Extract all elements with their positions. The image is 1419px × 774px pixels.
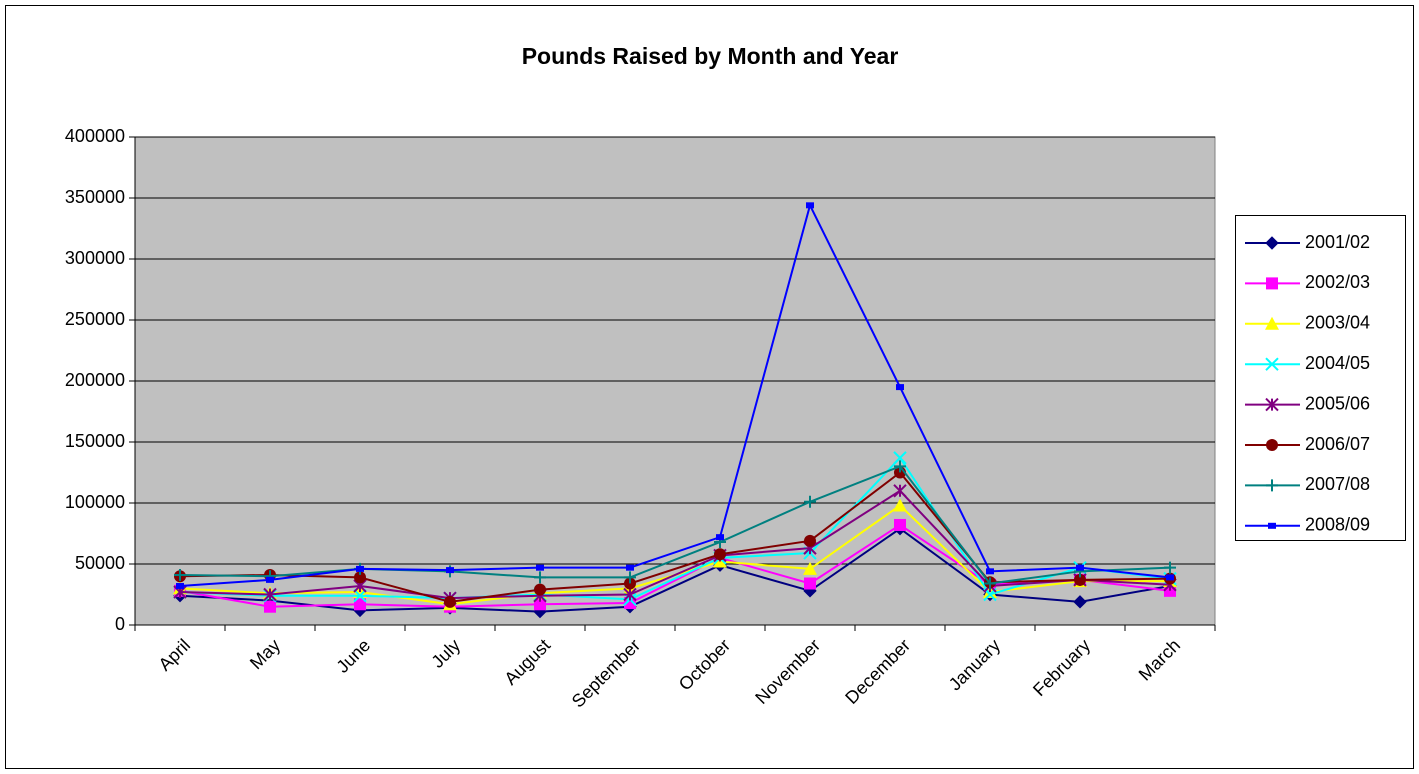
y-tick-label: 300000 xyxy=(65,248,125,268)
line xyxy=(179,202,1171,587)
marker xyxy=(446,567,454,574)
marker xyxy=(444,595,456,608)
y-tick-label: 0 xyxy=(115,614,125,634)
marker xyxy=(356,565,364,572)
legend-label: 2001/02 xyxy=(1305,232,1370,252)
marker xyxy=(534,598,546,611)
marker xyxy=(716,534,724,541)
line xyxy=(179,523,1171,608)
marker xyxy=(806,202,814,209)
line xyxy=(179,489,1171,600)
y-tick-label: 50000 xyxy=(75,553,125,573)
line xyxy=(179,527,1171,613)
legend-label: 2003/04 xyxy=(1305,313,1370,333)
chart-title: Pounds Raised by Month and Year xyxy=(522,43,899,69)
legend-label: 2005/06 xyxy=(1305,393,1370,413)
marker xyxy=(354,571,366,584)
marker xyxy=(1166,574,1174,581)
legend-marker xyxy=(1265,397,1279,412)
marker xyxy=(266,576,274,583)
marker xyxy=(1073,595,1087,609)
y-tick-label: 350000 xyxy=(65,187,125,207)
legend-label: 2008/09 xyxy=(1305,515,1370,535)
marker xyxy=(896,384,904,391)
marker xyxy=(804,577,816,590)
marker xyxy=(354,598,366,611)
marker xyxy=(623,587,637,602)
legend-label: 2006/07 xyxy=(1305,434,1370,454)
line xyxy=(179,456,1171,601)
marker xyxy=(804,495,816,508)
marker xyxy=(1164,561,1176,574)
marker xyxy=(1076,564,1084,571)
marker xyxy=(1074,573,1086,586)
marker xyxy=(353,589,367,603)
marker xyxy=(626,564,634,571)
marker xyxy=(894,460,906,473)
y-tick-label: 400000 xyxy=(65,126,125,146)
legend-marker xyxy=(1266,479,1278,492)
legend-label: 2002/03 xyxy=(1305,272,1370,292)
marker xyxy=(803,561,817,575)
legend-marker xyxy=(1265,236,1279,250)
marker xyxy=(984,577,996,590)
marker xyxy=(263,587,277,602)
legend-marker xyxy=(1268,522,1276,529)
marker xyxy=(624,577,636,590)
marker xyxy=(534,571,546,584)
marker xyxy=(893,484,907,498)
marker xyxy=(264,600,276,613)
legend-marker xyxy=(1266,439,1278,451)
marker xyxy=(534,583,546,596)
legend-marker xyxy=(1266,277,1278,290)
marker xyxy=(536,564,544,571)
y-tick-label: 200000 xyxy=(65,370,125,390)
y-tick-label: 250000 xyxy=(65,309,125,329)
legend-marker xyxy=(1265,316,1279,330)
marker xyxy=(174,568,186,581)
marker xyxy=(714,548,726,561)
marker xyxy=(176,582,184,589)
marker xyxy=(624,571,636,584)
y-tick-label: 100000 xyxy=(65,492,125,512)
legend-label: 2004/05 xyxy=(1305,353,1370,373)
marker xyxy=(986,568,994,575)
marker xyxy=(894,518,906,531)
legend-marker xyxy=(1265,357,1279,371)
y-tick-label: 150000 xyxy=(65,431,125,451)
marker xyxy=(804,534,816,547)
legend-label: 2007/08 xyxy=(1305,474,1370,494)
marker xyxy=(893,498,907,512)
marker xyxy=(893,451,907,465)
